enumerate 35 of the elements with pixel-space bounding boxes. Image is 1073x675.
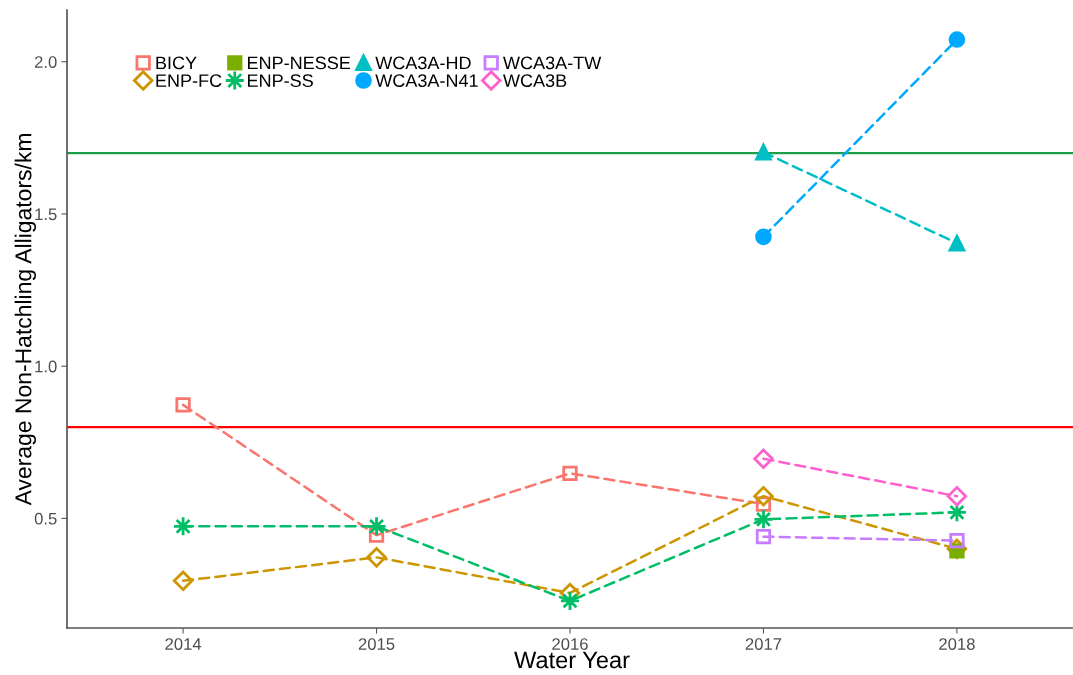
point — [559, 590, 581, 612]
point — [753, 448, 774, 469]
point — [175, 397, 191, 413]
x-tick-label: 2015 — [358, 638, 395, 650]
point — [366, 515, 387, 537]
legend-label: ENP-NESSE — [248, 56, 351, 70]
y-tick-label: 1.0 — [35, 360, 57, 373]
legend-label: BICY — [156, 56, 197, 70]
point — [948, 31, 966, 48]
point — [946, 485, 968, 507]
point — [366, 547, 387, 568]
point — [755, 143, 772, 161]
point — [172, 515, 194, 537]
legend-label: WCA3A-N41 — [375, 74, 478, 88]
legend-label: WCA3A-HD — [375, 56, 471, 70]
point — [172, 570, 194, 592]
y-axis-title: Average Non-Hatchling Alligators/km — [14, 134, 36, 506]
x-tick-label: 2014 — [165, 638, 202, 650]
x-tick-label: 2016 — [552, 638, 588, 650]
legend-label: WCA3A-TW — [503, 56, 602, 70]
point — [948, 234, 966, 252]
point — [753, 485, 774, 507]
x-axis-title: Water Year — [514, 651, 630, 669]
legend-label: ENP-FC — [156, 74, 222, 88]
point — [753, 508, 774, 530]
point — [755, 228, 772, 246]
x-tick-label: 2017 — [745, 638, 782, 650]
y-tick-label: 1.5 — [35, 208, 57, 221]
y-tick-label: 0.5 — [34, 512, 57, 525]
x-tick-label: 2018 — [939, 638, 975, 650]
legend-label: WCA3B — [503, 74, 567, 88]
legend-label: ENP-SS — [248, 74, 313, 88]
point — [755, 529, 772, 545]
point — [562, 465, 578, 481]
y-tick-label: 2.0 — [34, 56, 57, 68]
